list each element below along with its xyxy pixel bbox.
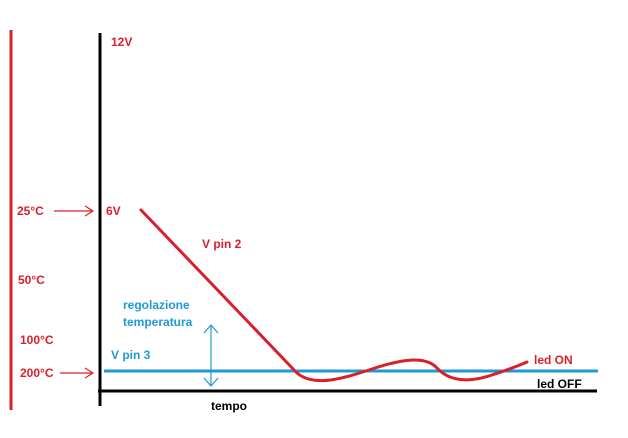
regulation-double-arrow [203,324,219,387]
label-led-on: led ON [534,353,573,367]
arrow-25c [54,205,95,217]
label-200c: 200°C [20,366,54,380]
arrow-200c [60,367,95,379]
label-regolazione: regolazione [123,298,190,312]
label-12v: 12V [111,35,132,49]
v-pin2-curve [139,208,529,383]
label-6v: 6V [106,204,121,218]
label-v-pin3: V pin 3 [111,348,151,362]
label-led-off: led OFF [537,377,582,391]
label-v-pin2: V pin 2 [202,237,242,251]
label-25c: 25°C [17,204,44,218]
label-50c: 50°C [18,273,45,287]
label-temperatura: temperatura [123,315,193,329]
label-100c: 100°C [20,333,54,347]
label-tempo: tempo [211,399,247,413]
